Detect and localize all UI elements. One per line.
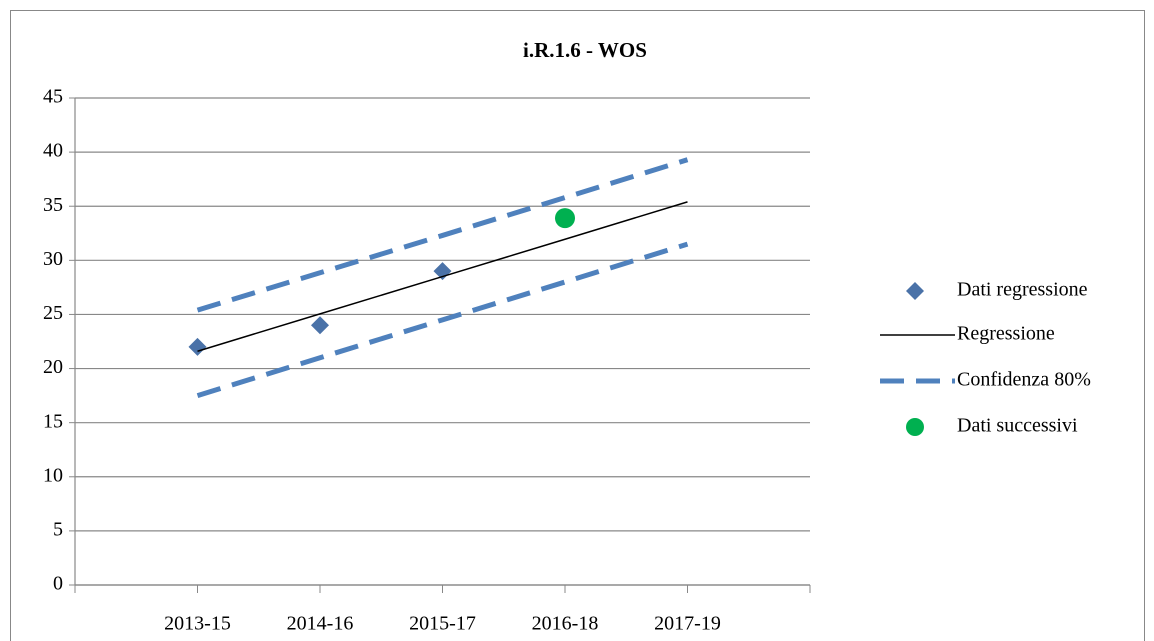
x-tick-label: 2014-16 xyxy=(287,613,354,635)
diamond-marker xyxy=(906,282,924,300)
circle-marker xyxy=(555,208,575,229)
y-tick-label: 10 xyxy=(43,464,63,486)
legend-label: Dati regressione xyxy=(957,279,1088,301)
x-tick-label: 2017-19 xyxy=(654,613,721,635)
chart-title: i.R.1.6 - WOS xyxy=(523,38,647,62)
y-tick-label: 40 xyxy=(43,140,63,162)
diamond-marker xyxy=(311,316,329,335)
x-tick-label: 2015-17 xyxy=(409,613,476,635)
y-tick-label: 45 xyxy=(43,86,63,108)
y-tick-label: 0 xyxy=(53,573,63,595)
legend-circle xyxy=(906,418,924,436)
diamond-marker xyxy=(188,337,207,356)
confidence-lower xyxy=(196,241,689,398)
confidence-upper xyxy=(196,157,689,313)
y-tick-label: 5 xyxy=(53,518,63,540)
x-tick-label: 2016-18 xyxy=(532,613,599,635)
y-tick-label: 30 xyxy=(43,248,63,270)
y-tick-label: 25 xyxy=(43,302,63,324)
legend-label: Confidenza 80% xyxy=(957,369,1091,391)
x-tick-label: 2013-15 xyxy=(164,613,231,635)
chart-frame xyxy=(10,10,1145,641)
y-tick-label: 35 xyxy=(43,194,63,216)
legend-label: Dati successivi xyxy=(957,415,1078,437)
y-tick-label: 20 xyxy=(43,356,63,378)
regression-line xyxy=(197,201,688,352)
legend-label: Regressione xyxy=(957,323,1055,345)
y-tick-label: 15 xyxy=(43,410,63,432)
